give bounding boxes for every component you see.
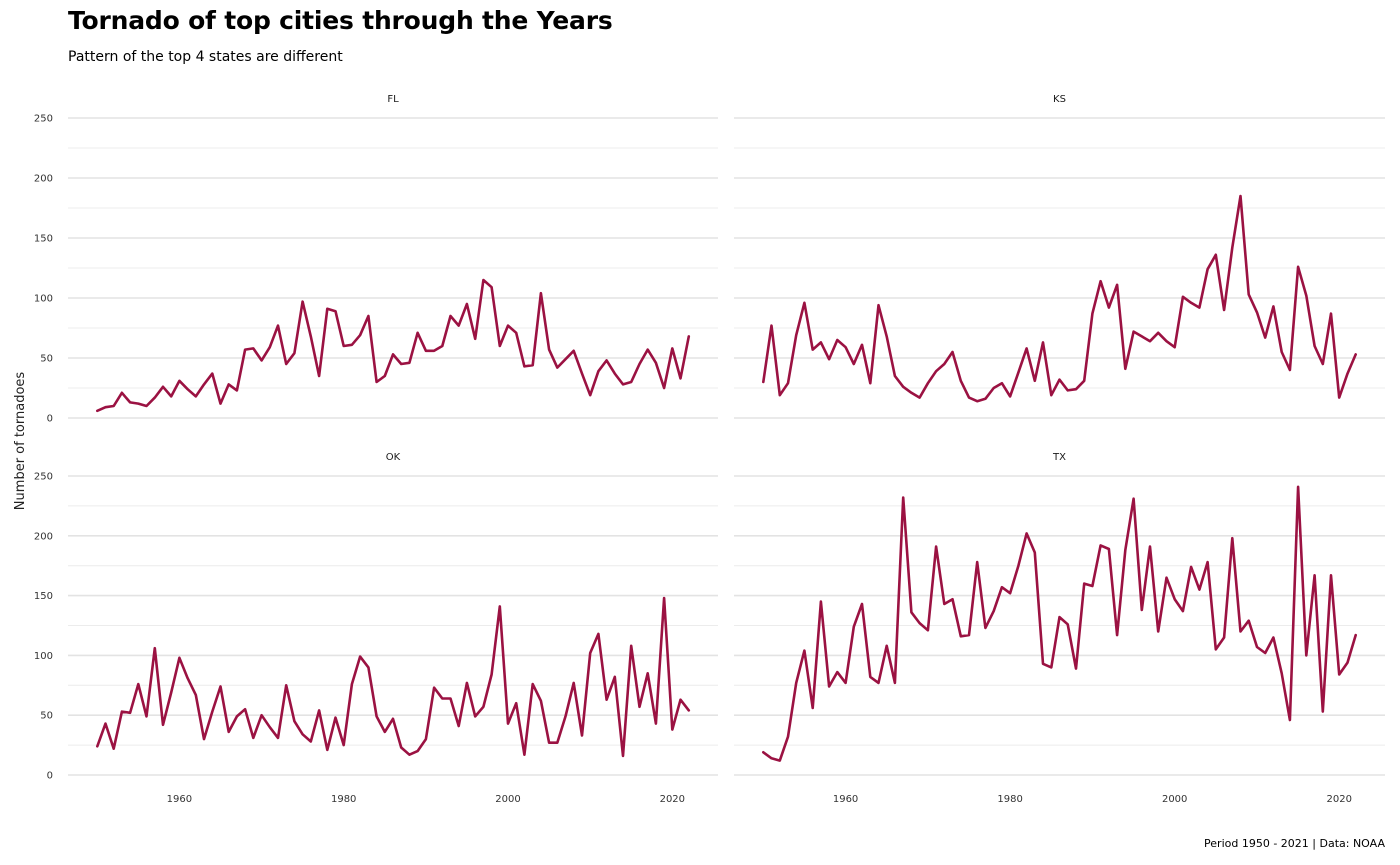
y-tick-label: 200	[34, 174, 53, 185]
x-tick-label: 2020	[660, 794, 685, 805]
chart-subtitle: Pattern of the top 4 states are differen…	[68, 49, 343, 65]
x-tick-label: 2000	[495, 794, 520, 805]
y-tick-label: 200	[34, 531, 53, 542]
facet-ks: KS	[734, 94, 1385, 419]
x-tick-label: 2020	[1327, 794, 1352, 805]
chart-caption: Period 1950 - 2021 | Data: NOAA	[1204, 837, 1385, 850]
facet-strip-label: TX	[1052, 452, 1066, 463]
y-tick-label: 100	[34, 294, 53, 305]
x-tick-label: 1960	[167, 794, 192, 805]
y-tick-label: 150	[34, 591, 53, 602]
series-line-ok	[96, 596, 691, 758]
y-tick-label: 250	[34, 114, 53, 125]
x-tick-label: 2000	[1162, 794, 1187, 805]
y-tick-label: 0	[47, 771, 53, 782]
facet-fl: 0 50 100 150 200 250 FL	[34, 94, 718, 425]
y-axis-label: Number of tornadoes	[13, 372, 28, 511]
facet-tx: 1960 1980 2000 2020 TX	[734, 452, 1385, 805]
y-tick-label: 50	[40, 354, 53, 365]
facet-strip-label: FL	[387, 94, 399, 105]
series-line-tx	[761, 485, 1357, 762]
facet-ok: 0 50 100 150 200 250 1960 1980 2000 2020 OK	[34, 452, 718, 805]
facet-strip-label: KS	[1053, 94, 1066, 105]
series-line-ks	[761, 194, 1357, 403]
facet-strip-label: OK	[386, 452, 401, 463]
y-tick-label: 0	[47, 414, 53, 425]
y-tick-label: 250	[34, 472, 53, 483]
x-tick-label: 1980	[997, 794, 1022, 805]
y-tick-label: 100	[34, 651, 53, 662]
y-tick-label: 50	[40, 711, 53, 722]
series-line-fl	[96, 278, 691, 413]
chart-title: Tornado of top cities through the Years	[68, 6, 613, 35]
x-tick-label: 1980	[331, 794, 356, 805]
x-tick-label: 1960	[833, 794, 858, 805]
y-tick-label: 150	[34, 234, 53, 245]
